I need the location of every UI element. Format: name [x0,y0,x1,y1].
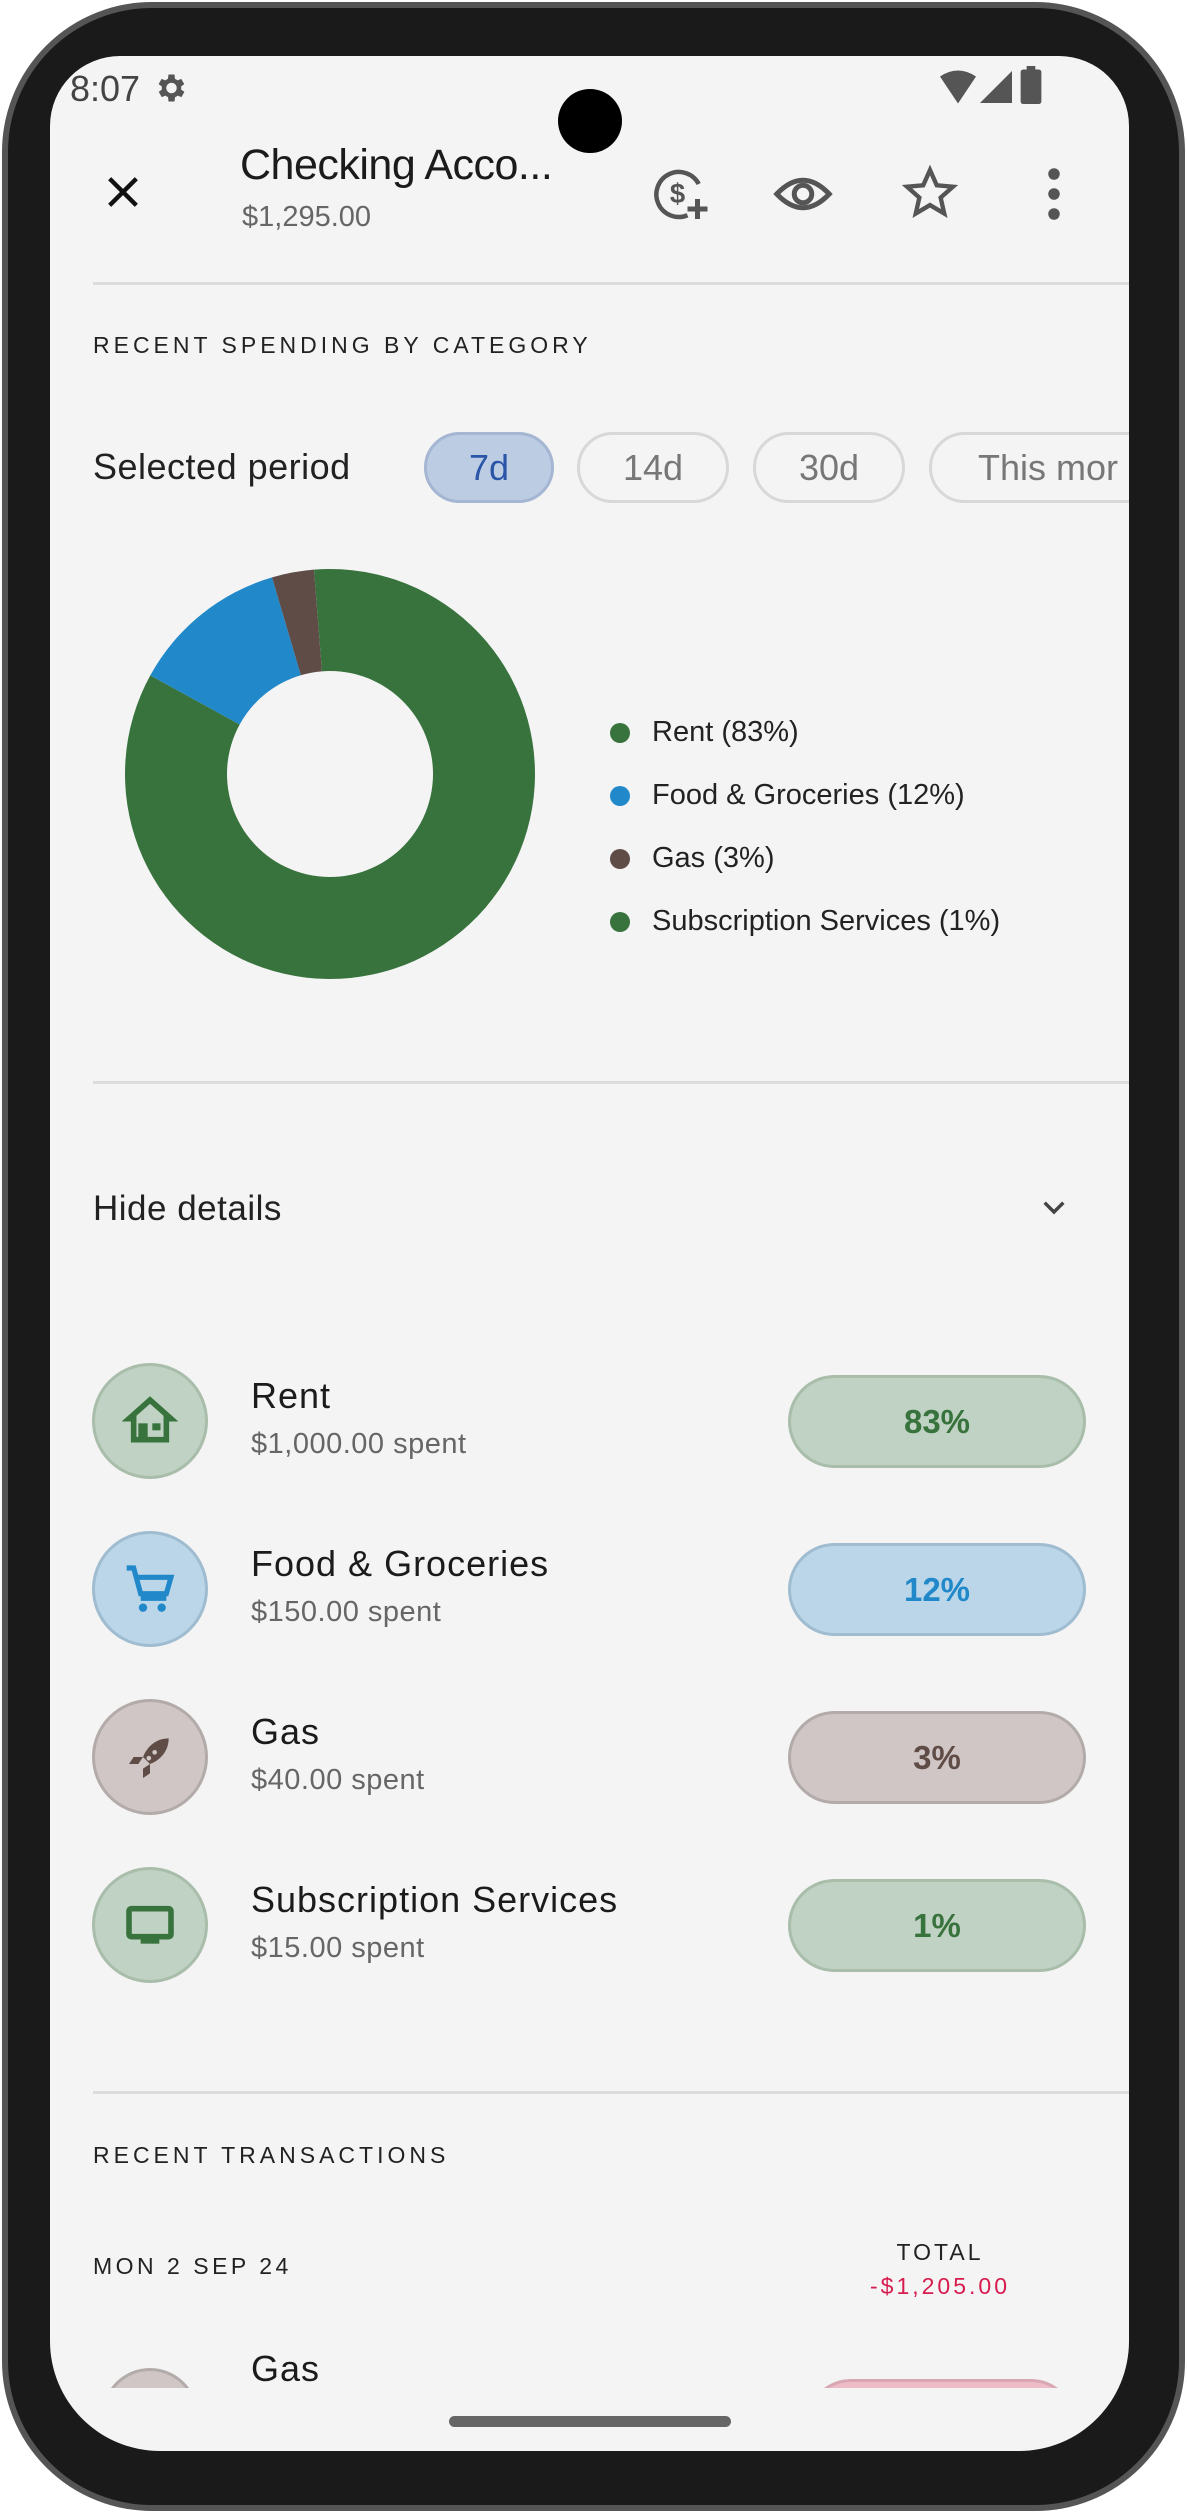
category-percent-pill: 12% [788,1543,1086,1636]
category-name: Food & Groceries [251,1543,550,1584]
add-money-icon[interactable]: $ [650,164,710,224]
chip-7d[interactable]: 7d [424,432,554,503]
account-title: Checking Acco... [240,141,553,189]
category-percent-pill: 83% [788,1375,1086,1468]
legend-dot [610,848,630,869]
category-icon-badge [92,1699,208,1815]
legend-item: Rent (83%) [610,716,799,749]
category-icon-badge [92,1867,208,1983]
home-indicator[interactable] [449,2416,731,2427]
category-percent-pill: 3% [788,1711,1086,1804]
cart-icon [126,1565,175,1612]
category-icon-badge [92,1363,208,1479]
category-name: Gas [251,1711,321,1752]
chip-30d[interactable]: 30d [753,432,905,503]
category-icon [102,2368,198,2388]
category-row[interactable]: Subscription Services $15.00 spent 1% [50,1867,1129,1997]
chip-this-month[interactable]: This mor [929,432,1129,503]
gear-icon [158,74,185,102]
status-time: 8:07 [70,68,141,109]
category-spent: $1,000.00 spent [251,1428,467,1460]
category-name: Rent [251,1375,332,1416]
eye-icon[interactable] [773,164,833,224]
close-icon[interactable] [103,172,143,212]
star-icon[interactable] [901,164,959,222]
legend-item: Gas (3%) [610,842,774,875]
chevron-down-icon[interactable] [1038,1192,1070,1224]
category-icon-badge [92,1531,208,1647]
legend-dot [610,911,630,932]
divider [93,1081,1129,1084]
divider [93,282,1129,285]
transaction-date: MON 2 SEP 24 [93,2253,292,2279]
legend-item: Food & Groceries (12%) [610,779,965,812]
divider [93,2091,1129,2094]
section-title-spending: RECENT SPENDING BY CATEGORY [93,332,592,358]
donut-slice-rent [125,569,535,979]
category-spent: $150.00 spent [251,1596,442,1628]
signal-icon [980,71,1012,103]
wifi-icon [940,70,976,104]
legend-dot [610,722,630,743]
legend-item: Subscription Services (1%) [610,905,1000,938]
category-row[interactable]: Gas $40.00 spent 3% [50,1699,1129,1829]
rocket-icon [129,1738,169,1778]
legend-dot [610,785,630,806]
category-spent: $40.00 spent [251,1764,425,1796]
category-spent: $15.00 spent [251,1932,425,1964]
total-amount: -$1,205.00 [870,2273,1010,2299]
category-row[interactable]: Food & Groceries $150.00 spent 12% [50,1531,1129,1661]
category-name: Subscription Services [251,1879,619,1920]
svg-text:$: $ [670,178,685,209]
home-icon [122,1396,178,1443]
donut-slice-food-groceries [150,577,301,725]
transaction-row[interactable]: Gas [50,2346,1129,2388]
donut-slice-subscription-services [313,569,330,672]
transaction-name: Gas [251,2348,321,2388]
amount-pill [806,2379,1076,2388]
tv-icon [126,1905,174,1944]
battery-icon [1020,66,1042,104]
more-vert-icon[interactable] [1040,164,1068,224]
total-label: TOTAL [896,2239,984,2265]
chip-14d[interactable]: 14d [577,432,729,503]
category-percent-pill: 1% [788,1879,1086,1972]
donut-slice-gas [272,569,322,676]
hide-details-toggle[interactable]: Hide details [93,1189,282,1228]
category-row[interactable]: Rent $1,000.00 spent 83% [50,1363,1129,1493]
camera-cutout [558,89,622,153]
spending-donut-chart [125,569,535,979]
account-balance: $1,295.00 [242,201,372,233]
screen: 8:07 Checking Acco... $1,295.00 $ RECENT… [50,56,1129,2451]
period-label: Selected period [93,446,351,487]
section-title-transactions: RECENT TRANSACTIONS [93,2142,450,2168]
